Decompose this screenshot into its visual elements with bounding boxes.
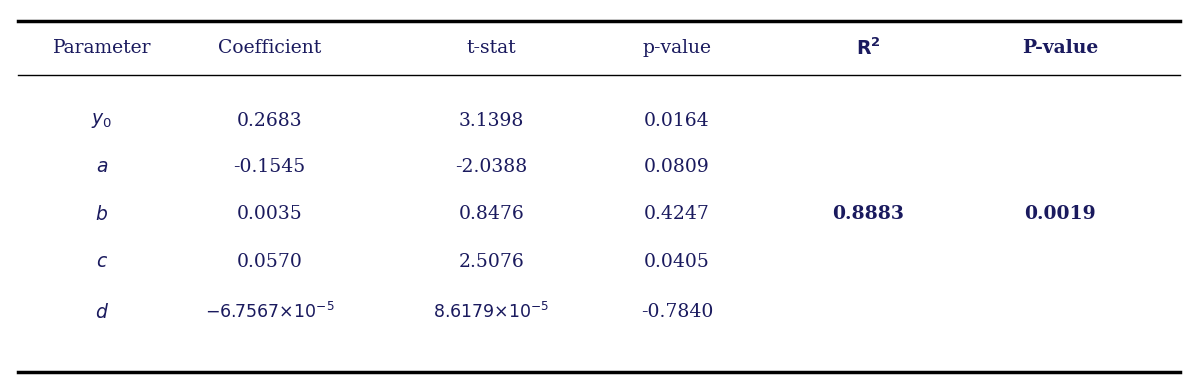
Text: $-6.7567{\times}10^{-5}$: $-6.7567{\times}10^{-5}$ <box>205 302 334 322</box>
Text: 0.0164: 0.0164 <box>645 112 709 129</box>
Text: 0.0035: 0.0035 <box>237 206 302 223</box>
Text: $b$: $b$ <box>96 205 108 224</box>
Text: $d$: $d$ <box>95 303 109 322</box>
Text: $\mathbf{R}^{\mathbf{2}}$: $\mathbf{R}^{\mathbf{2}}$ <box>857 37 881 59</box>
Text: 0.0405: 0.0405 <box>645 254 709 271</box>
Text: $a$: $a$ <box>96 158 108 175</box>
Text: -0.7840: -0.7840 <box>641 303 713 321</box>
Text: -0.1545: -0.1545 <box>234 158 305 175</box>
Text: 0.8476: 0.8476 <box>459 206 524 223</box>
Text: 3.1398: 3.1398 <box>459 112 524 129</box>
Text: 0.0019: 0.0019 <box>1024 206 1096 223</box>
Text: 0.4247: 0.4247 <box>645 206 709 223</box>
Text: Coefficient: Coefficient <box>218 39 321 57</box>
Text: P-value: P-value <box>1022 39 1099 57</box>
Text: 2.5076: 2.5076 <box>459 254 524 271</box>
Text: $8.6179{\times}10^{-5}$: $8.6179{\times}10^{-5}$ <box>432 302 550 322</box>
Text: p-value: p-value <box>642 39 712 57</box>
Text: 0.2683: 0.2683 <box>237 112 302 129</box>
Text: $c$: $c$ <box>96 254 108 271</box>
Text: t-stat: t-stat <box>466 39 516 57</box>
Text: Parameter: Parameter <box>53 39 151 57</box>
Text: $y_0$: $y_0$ <box>91 111 113 130</box>
Text: 0.8883: 0.8883 <box>833 206 904 223</box>
Text: 0.0570: 0.0570 <box>237 254 302 271</box>
Text: -2.0388: -2.0388 <box>455 158 527 175</box>
Text: 0.0809: 0.0809 <box>645 158 709 175</box>
